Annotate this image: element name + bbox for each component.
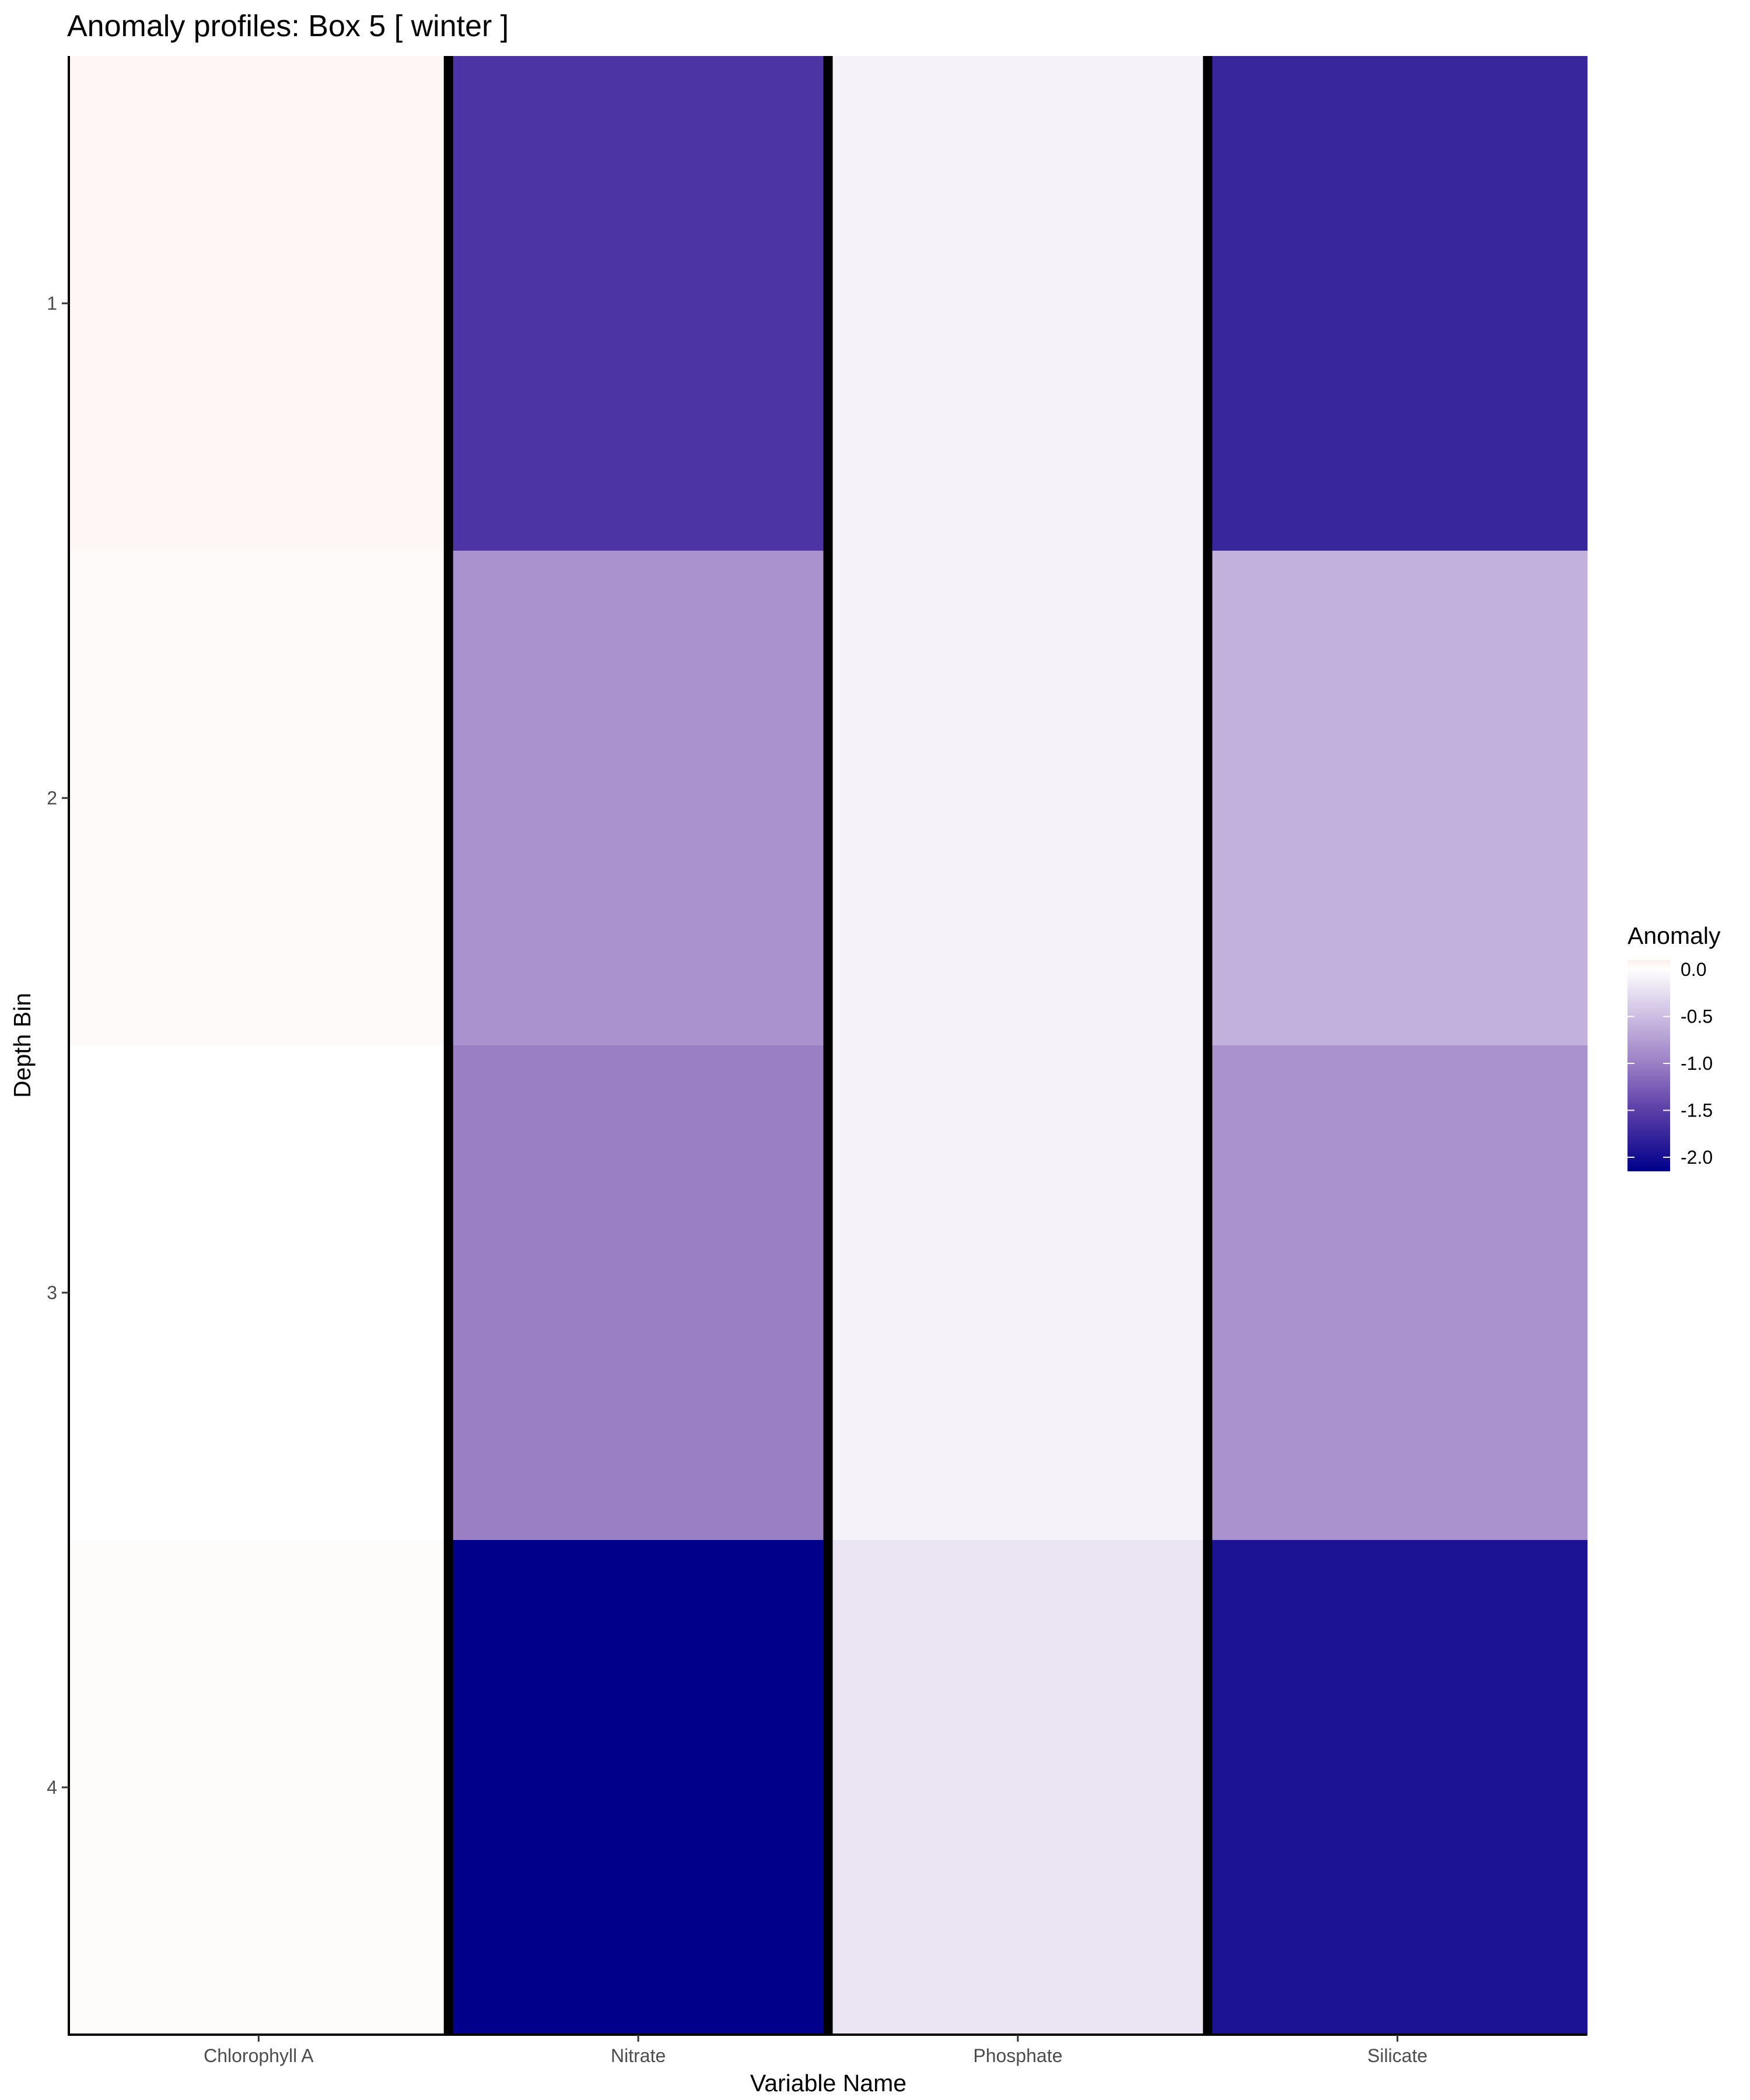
heatmap-cell <box>69 56 449 551</box>
heatmap-cell <box>1208 56 1588 551</box>
x-tick-label: Chlorophyll A <box>204 2045 314 2066</box>
column-separators <box>443 56 1213 2035</box>
legend-title: Anomaly <box>1628 922 1721 949</box>
y-tick-label: 2 <box>47 788 57 808</box>
heatmap-cell <box>828 1540 1208 2035</box>
color-legend: Anomaly 0.0 -0.5 -1.0 -1.5 -2.0 <box>1628 922 1721 1171</box>
x-tick-label: Silicate <box>1367 2045 1427 2066</box>
x-axis-title: Variable Name <box>750 2070 907 2096</box>
legend-colorbar <box>1628 960 1670 1171</box>
heatmap-cell <box>1208 551 1588 1046</box>
heatmap-cell <box>448 1045 828 1541</box>
heatmap-cell <box>1208 1045 1588 1541</box>
x-tick-label: Nitrate <box>611 2045 666 2066</box>
heatmap-cell <box>69 1540 449 2035</box>
heatmap-cell <box>828 551 1208 1046</box>
legend-ticks: 0.0 -0.5 -1.0 -1.5 -2.0 <box>1628 959 1713 1168</box>
chart-title: Anomaly profiles: Box 5 [ winter ] <box>67 9 509 43</box>
legend-tick-label: -2.0 <box>1681 1147 1713 1168</box>
x-axis-ticks: Chlorophyll A Nitrate Phosphate Silicate <box>204 2035 1427 2066</box>
heatmap-tiles <box>69 56 1588 2035</box>
heatmap-cell <box>448 56 828 551</box>
heatmap-cell <box>448 1540 828 2035</box>
legend-tick-label: -0.5 <box>1681 1006 1713 1027</box>
heatmap-cell <box>448 551 828 1046</box>
heatmap-cell <box>69 1045 449 1541</box>
heatmap-cell <box>1208 1540 1588 2035</box>
x-tick-label: Phosphate <box>973 2045 1062 2066</box>
y-tick-label: 4 <box>47 1777 57 1798</box>
heatmap-cell <box>69 551 449 1046</box>
y-axis-ticks: 1 2 3 4 <box>47 293 69 1798</box>
heatmap-cell <box>828 1045 1208 1541</box>
legend-tick-label: 0.0 <box>1681 959 1706 980</box>
y-tick-label: 3 <box>47 1282 57 1303</box>
legend-tick-label: -1.0 <box>1681 1053 1713 1074</box>
legend-tick-label: -1.5 <box>1681 1100 1713 1121</box>
y-axis-title: Depth Bin <box>9 993 36 1098</box>
y-tick-label: 1 <box>47 293 57 314</box>
heatmap-cell <box>828 56 1208 551</box>
